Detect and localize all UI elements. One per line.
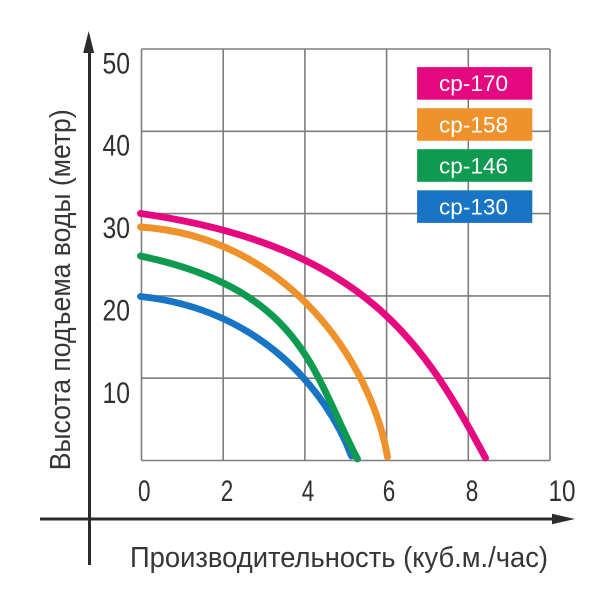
svg-text:cp-130: cp-130: [439, 194, 508, 219]
svg-text:cp-170: cp-170: [439, 71, 508, 96]
svg-text:50: 50: [103, 48, 131, 81]
svg-text:Высота подъема воды (метр): Высота подъема воды (метр): [45, 109, 77, 470]
svg-text:2: 2: [221, 475, 234, 508]
svg-text:10: 10: [103, 377, 131, 410]
svg-text:10: 10: [549, 475, 576, 508]
svg-text:4: 4: [302, 475, 315, 508]
svg-text:20: 20: [103, 294, 131, 327]
svg-text:cp-146: cp-146: [439, 153, 508, 178]
svg-text:cp-158: cp-158: [439, 112, 508, 137]
svg-text:6: 6: [383, 475, 396, 508]
svg-text:Производительность (куб.м./час: Производительность (куб.м./час): [130, 542, 548, 574]
svg-text:0: 0: [138, 475, 151, 508]
svg-text:8: 8: [466, 475, 479, 508]
svg-text:30: 30: [103, 212, 131, 245]
svg-text:40: 40: [103, 130, 131, 163]
